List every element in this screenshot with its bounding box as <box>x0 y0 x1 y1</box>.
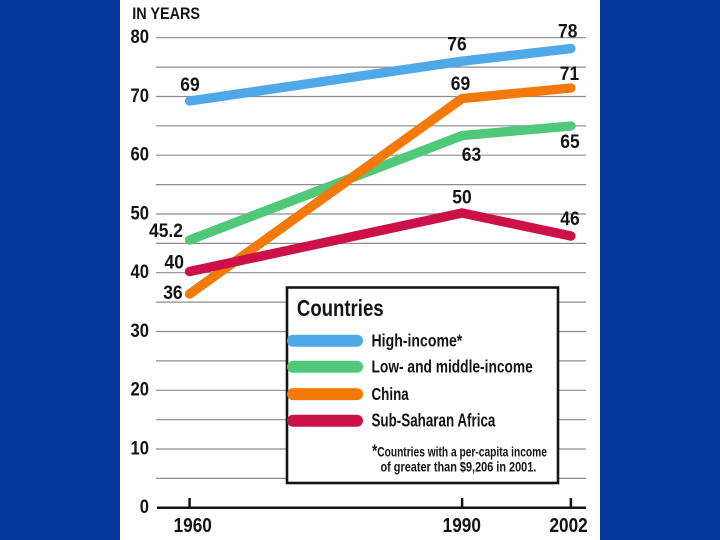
svg-text:10: 10 <box>131 437 149 458</box>
svg-text:China: China <box>372 385 409 404</box>
svg-text:36: 36 <box>163 281 182 303</box>
svg-text:Countries: Countries <box>297 296 384 321</box>
svg-text:*Countries with a per-capita i: *Countries with a per-capita income <box>372 442 547 461</box>
svg-text:80: 80 <box>131 26 149 47</box>
svg-text:76: 76 <box>447 33 466 55</box>
svg-text:69: 69 <box>180 73 199 95</box>
svg-text:2002: 2002 <box>549 514 587 537</box>
svg-text:46: 46 <box>560 207 579 229</box>
svg-text:20: 20 <box>131 379 149 400</box>
svg-text:30: 30 <box>131 320 149 341</box>
svg-text:1960: 1960 <box>174 514 212 537</box>
svg-text:1990: 1990 <box>443 514 481 537</box>
svg-text:40: 40 <box>131 261 149 282</box>
svg-text:63: 63 <box>462 143 481 165</box>
svg-text:50: 50 <box>131 202 149 223</box>
svg-text:Sub-Saharan Africa: Sub-Saharan Africa <box>372 412 496 431</box>
svg-text:0: 0 <box>140 496 149 517</box>
svg-text:45.2: 45.2 <box>149 219 183 241</box>
svg-text:71: 71 <box>560 62 579 84</box>
svg-text:40: 40 <box>164 251 183 273</box>
svg-text:70: 70 <box>131 85 149 106</box>
svg-text:65: 65 <box>560 130 579 152</box>
svg-text:High-income*: High-income* <box>372 331 463 351</box>
svg-text:Low- and middle-income: Low- and middle-income <box>372 357 533 377</box>
svg-text:IN YEARS: IN YEARS <box>132 5 200 23</box>
svg-text:50: 50 <box>452 186 471 208</box>
svg-text:69: 69 <box>451 72 470 94</box>
svg-text:78: 78 <box>558 19 577 41</box>
svg-text:60: 60 <box>131 143 149 164</box>
svg-text:of greater than $9,206 in 2001: of greater than $9,206 in 2001. <box>380 459 536 475</box>
